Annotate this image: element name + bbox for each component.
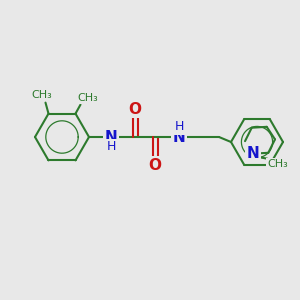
Text: O: O: [148, 158, 161, 172]
Text: CH₃: CH₃: [267, 159, 288, 169]
Text: N: N: [105, 130, 117, 145]
Text: O: O: [128, 101, 142, 116]
Text: H: H: [174, 121, 184, 134]
Text: CH₃: CH₃: [77, 93, 98, 103]
Text: CH₃: CH₃: [31, 90, 52, 100]
Text: N: N: [247, 146, 260, 161]
Text: N: N: [172, 130, 185, 145]
Text: H: H: [106, 140, 116, 154]
